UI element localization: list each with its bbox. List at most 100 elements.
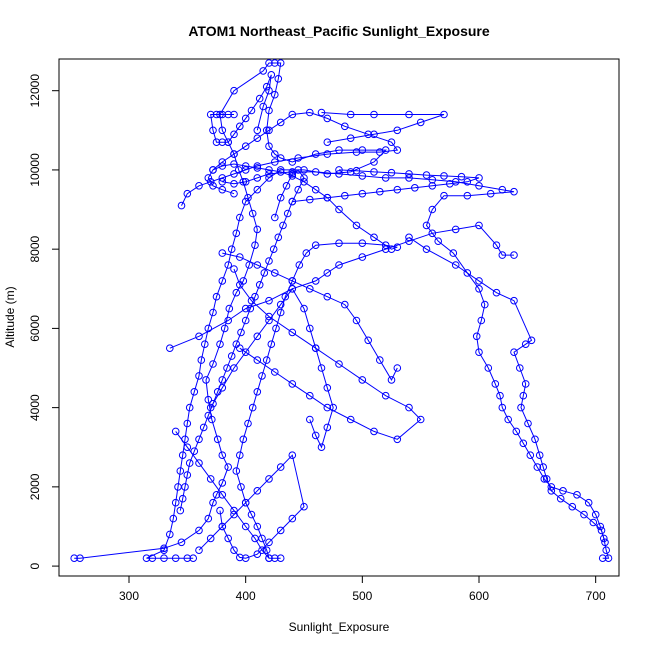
data-point: [276, 526, 285, 535]
data-point: [279, 221, 287, 230]
data-point: [393, 364, 402, 372]
data-point: [323, 403, 332, 412]
data-series: [171, 427, 285, 563]
data-point: [475, 221, 483, 230]
data-point: [294, 154, 303, 162]
data-point: [76, 554, 84, 563]
data-point: [230, 170, 238, 178]
data-point: [492, 288, 501, 297]
data-point: [323, 292, 332, 301]
data-point: [241, 166, 250, 174]
data-point: [265, 257, 273, 265]
data-point: [451, 225, 460, 234]
y-tick-label: 2000: [28, 473, 42, 500]
data-point: [311, 431, 320, 440]
data-point: [274, 75, 283, 83]
data-point: [253, 185, 262, 194]
series-line: [207, 163, 398, 559]
data-point: [498, 185, 507, 194]
data-point: [604, 554, 613, 563]
data-point: [405, 403, 413, 412]
data-point: [601, 538, 609, 547]
data-point: [568, 502, 577, 511]
data-series: [195, 451, 308, 563]
data-point: [253, 487, 262, 495]
data-point: [597, 526, 606, 535]
data-point: [230, 130, 238, 139]
data-point: [183, 419, 192, 428]
data-point: [265, 166, 273, 174]
data-point: [224, 534, 232, 543]
data-point: [393, 146, 402, 154]
data-point: [276, 463, 285, 471]
data-point: [241, 304, 250, 313]
data-point: [237, 483, 245, 491]
data-point: [405, 233, 413, 242]
data-series: [230, 265, 425, 444]
data-point: [405, 237, 413, 245]
data-point: [311, 150, 320, 158]
data-point: [204, 395, 213, 404]
data-point: [255, 94, 264, 103]
data-point: [265, 316, 273, 325]
data-point: [218, 522, 227, 531]
data-point: [230, 150, 238, 158]
data-point: [204, 411, 213, 420]
data-point: [183, 554, 192, 563]
data-point: [209, 126, 217, 135]
data-point: [224, 316, 232, 325]
data-point: [241, 162, 250, 170]
data-point: [171, 498, 180, 507]
data-point: [559, 487, 567, 495]
data-point: [253, 332, 262, 341]
data-point: [517, 403, 525, 412]
data-point: [247, 510, 256, 519]
data-point: [311, 277, 320, 285]
data-point: [224, 261, 232, 269]
data-point: [376, 356, 384, 364]
data-point: [364, 336, 373, 345]
data-point: [288, 451, 297, 460]
data-point: [209, 182, 217, 190]
data-point: [216, 340, 224, 349]
data-point: [271, 368, 279, 376]
data-point: [481, 300, 489, 309]
data-point: [300, 304, 308, 313]
data-point: [160, 546, 168, 555]
data-point: [533, 463, 542, 471]
data-point: [295, 261, 304, 269]
data-point: [276, 59, 285, 67]
data-point: [206, 475, 215, 483]
series-line: [210, 287, 334, 449]
data-point: [475, 277, 483, 285]
data-point: [352, 148, 361, 156]
data-point: [294, 185, 303, 194]
data-point: [253, 174, 262, 182]
data-point: [274, 233, 283, 242]
data-point: [176, 506, 185, 515]
data-point: [190, 447, 199, 456]
data-point: [253, 162, 262, 170]
data-point: [276, 308, 285, 317]
data-point: [323, 114, 332, 123]
data-point: [176, 467, 185, 475]
series-line: [233, 268, 422, 440]
data-point: [311, 168, 320, 176]
x-tick-label: 400: [236, 589, 256, 603]
data-point: [230, 110, 238, 119]
data-point: [531, 435, 539, 444]
data-point: [212, 138, 221, 146]
data-point: [241, 197, 250, 206]
data-point: [358, 376, 367, 384]
data-point: [516, 364, 524, 372]
data-point: [247, 106, 256, 115]
data-point: [189, 554, 197, 563]
data-point: [262, 126, 271, 135]
data-point: [160, 554, 168, 563]
data-point: [241, 178, 250, 186]
data-point: [521, 340, 530, 349]
data-point: [171, 427, 180, 436]
data-point: [288, 514, 297, 523]
data-point: [206, 178, 215, 186]
data-point: [463, 191, 472, 200]
